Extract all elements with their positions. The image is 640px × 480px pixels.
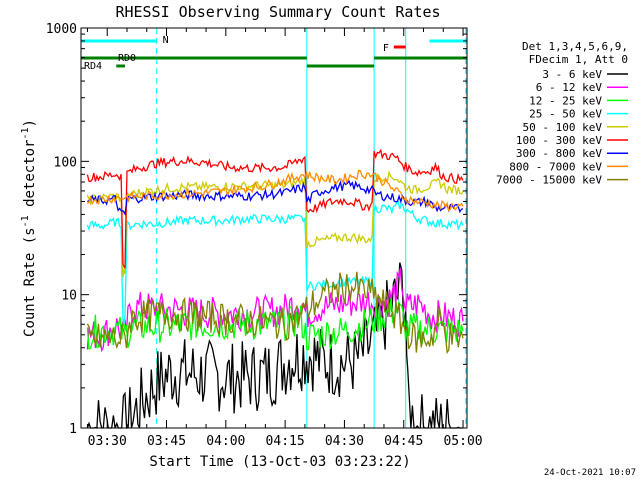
series-line-4: [86, 169, 464, 278]
x-tick-label-5: 04:45: [384, 434, 423, 449]
series-line-6: [87, 179, 464, 216]
annotation-label-3: RD4: [84, 61, 102, 72]
legend-header-1: FDecim 1, Att 0: [529, 53, 628, 66]
x-tick-label-1: 03:45: [147, 434, 186, 449]
annotation-label-0: N: [163, 35, 169, 46]
annotation-label-1: F: [383, 43, 389, 54]
series-line-3: [86, 200, 464, 324]
legend-label-5: 100 - 300 keV: [516, 134, 602, 147]
series-line-2: [86, 297, 464, 351]
y-tick-label-1: 10: [61, 289, 77, 304]
annotation-bars: N F RD0 RD4: [81, 35, 467, 72]
y-axis-label: Count Rate (s-1 detector-1): [20, 119, 38, 337]
legend-label-3: 25 - 50 keV: [529, 108, 602, 121]
y-tick-label-2: 100: [54, 155, 77, 170]
series-line-0: [86, 262, 463, 430]
y-tick-label-3: 1000: [46, 22, 77, 37]
legend-label-6: 300 - 800 keV: [516, 147, 602, 160]
x-tick-label-0: 03:30: [88, 434, 127, 449]
legend-label-1: 6 - 12 keV: [536, 81, 603, 94]
x-tick-label-2: 04:00: [206, 434, 245, 449]
legend: Det 1,3,4,5,6,9,FDecim 1, Att 0 3 - 6 keV…: [496, 40, 628, 187]
legend-label-0: 3 - 6 keV: [542, 68, 602, 81]
series-group: [86, 148, 464, 430]
legend-label-8: 7000 - 15000 keV: [496, 174, 602, 187]
y-tick-label-0: 1: [69, 422, 77, 437]
axis-ticks: 1 10 100 1000 03:30 03:45 04:00 04:15 04:30 04:45…: [46, 22, 483, 449]
x-tick-label-4: 04:30: [325, 434, 364, 449]
annotation-label-2: RD0: [118, 53, 136, 64]
legend-label-4: 50 - 100 keV: [523, 121, 603, 134]
x-axis-label: Start Time (13-Oct-03 03:23:22): [149, 454, 410, 470]
chart-title: RHESSI Observing Summary Count Rates: [115, 3, 440, 21]
series-line-5: [86, 148, 464, 269]
x-tick-label-6: 05:00: [443, 434, 482, 449]
plot-frame: [80, 27, 468, 429]
timestamp: 24-Oct-2021 10:07: [544, 468, 636, 478]
series-line-7: [86, 169, 464, 212]
series-line-8: [86, 271, 464, 355]
legend-label-7: 800 - 7000 keV: [509, 160, 602, 173]
legend-label-2: 12 - 25 keV: [529, 94, 602, 107]
legend-header-0: Det 1,3,4,5,6,9,: [522, 40, 628, 53]
x-tick-label-3: 04:15: [266, 434, 305, 449]
